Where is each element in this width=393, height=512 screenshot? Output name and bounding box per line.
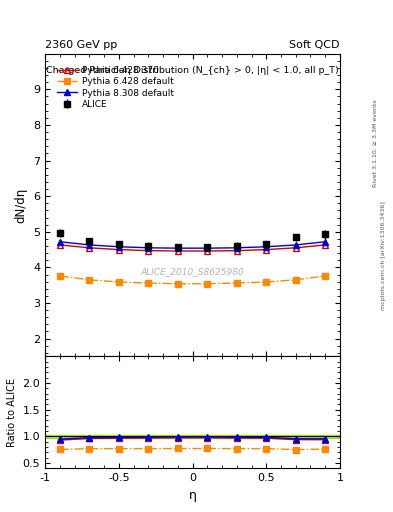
- Legend: Pythia 6.428 370, Pythia 6.428 default, Pythia 8.308 default, ALICE: Pythia 6.428 370, Pythia 6.428 default, …: [55, 65, 176, 111]
- Text: Charged Particleη Distribution (N_{ch} > 0, |η| < 1.0, all p_T): Charged Particleη Distribution (N_{ch} >…: [46, 66, 339, 75]
- Pythia 6.428 default: [234, 280, 239, 286]
- Text: mcplots.cern.ch [arXiv:1306.3436]: mcplots.cern.ch [arXiv:1306.3436]: [381, 202, 386, 310]
- Pythia 8.308 default: [146, 245, 151, 251]
- Y-axis label: dN/dη: dN/dη: [15, 187, 28, 223]
- Pythia 6.428 default: [87, 277, 92, 283]
- Pythia 6.428 default: [264, 279, 269, 285]
- Line: Pythia 6.428 370: Pythia 6.428 370: [57, 242, 329, 254]
- Pythia 8.308 default: [57, 239, 62, 245]
- Pythia 8.308 default: [293, 242, 298, 248]
- Pythia 8.308 default: [116, 244, 121, 250]
- Pythia 6.428 default: [293, 277, 298, 283]
- Line: Pythia 6.428 default: Pythia 6.428 default: [57, 273, 328, 287]
- Text: Soft QCD: Soft QCD: [290, 40, 340, 50]
- Pythia 6.428 370: [87, 245, 92, 251]
- Pythia 6.428 default: [323, 273, 328, 279]
- Pythia 6.428 370: [57, 242, 62, 248]
- Pythia 6.428 370: [146, 248, 151, 254]
- Pythia 6.428 370: [234, 248, 239, 254]
- Pythia 8.308 default: [87, 242, 92, 248]
- Y-axis label: Ratio to ALICE: Ratio to ALICE: [7, 378, 17, 447]
- Pythia 6.428 370: [175, 248, 180, 254]
- Text: 2360 GeV pp: 2360 GeV pp: [45, 40, 118, 50]
- Pythia 8.308 default: [323, 239, 328, 245]
- Pythia 6.428 default: [205, 281, 210, 287]
- Line: Pythia 8.308 default: Pythia 8.308 default: [57, 238, 329, 251]
- Pythia 6.428 default: [175, 281, 180, 287]
- Pythia 8.308 default: [234, 245, 239, 251]
- Pythia 6.428 default: [116, 279, 121, 285]
- Pythia 6.428 370: [323, 242, 328, 248]
- Pythia 8.308 default: [264, 244, 269, 250]
- Pythia 6.428 370: [293, 245, 298, 251]
- Pythia 6.428 default: [57, 273, 62, 279]
- Pythia 8.308 default: [175, 245, 180, 251]
- Pythia 8.308 default: [205, 245, 210, 251]
- Pythia 6.428 370: [264, 246, 269, 252]
- Text: Rivet 3.1.10, ≥ 3.3M events: Rivet 3.1.10, ≥ 3.3M events: [373, 99, 378, 187]
- Pythia 6.428 370: [116, 246, 121, 252]
- X-axis label: η: η: [189, 489, 196, 502]
- Text: ALICE_2010_S8625980: ALICE_2010_S8625980: [141, 267, 244, 276]
- Pythia 6.428 370: [205, 248, 210, 254]
- Pythia 6.428 default: [146, 280, 151, 286]
